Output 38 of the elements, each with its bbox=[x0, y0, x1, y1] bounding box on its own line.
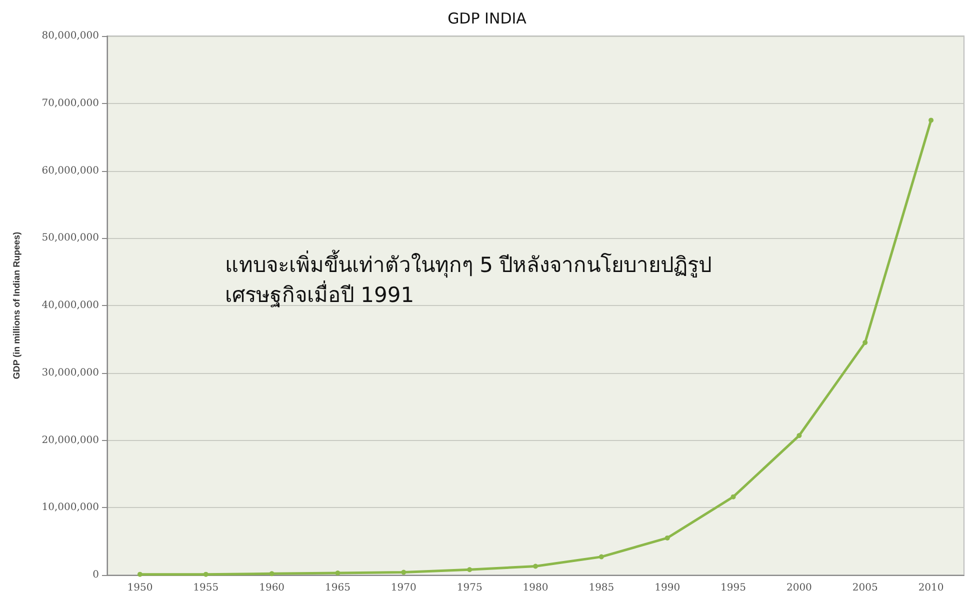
point bbox=[533, 564, 538, 569]
y-tick-label: 80,000,000 bbox=[42, 30, 99, 42]
x-tick-label: 1990 bbox=[654, 582, 680, 594]
x-tick-label: 1950 bbox=[127, 582, 153, 594]
x-tick-label: 1985 bbox=[588, 582, 614, 594]
annotation: แทบจะเพิ่มขึ้นเท่าตัวในทุกๆ 5 ปีหลังจากนโยบายปฏิรูป เศรษฐกิจเมื่อปี 1991 bbox=[225, 250, 712, 307]
point bbox=[598, 554, 604, 560]
point bbox=[401, 570, 406, 575]
y-tick-label: 50,000,000 bbox=[42, 232, 99, 244]
point bbox=[730, 494, 736, 500]
point bbox=[269, 571, 274, 576]
y-tick-label: 40,000,000 bbox=[42, 300, 99, 311]
x-tick-label: 1965 bbox=[325, 582, 350, 594]
x-tick-label: 1975 bbox=[456, 582, 482, 594]
point bbox=[467, 567, 472, 572]
y-tick-label: 60,000,000 bbox=[42, 165, 99, 176]
x-tick-label: 2000 bbox=[786, 582, 812, 594]
point bbox=[203, 572, 208, 577]
x-tick-label: 1980 bbox=[522, 582, 548, 594]
x-tick-label: 2005 bbox=[852, 582, 878, 594]
y-tick-label: 20,000,000 bbox=[42, 434, 99, 446]
y-tick-label: 30,000,000 bbox=[42, 367, 99, 378]
chart-title: GDP INDIA bbox=[448, 10, 528, 28]
x-tick-label: 2010 bbox=[918, 582, 944, 594]
point bbox=[862, 340, 868, 346]
point bbox=[928, 118, 934, 123]
point bbox=[137, 572, 142, 577]
y-tick-label: 0 bbox=[92, 570, 99, 580]
point bbox=[664, 535, 670, 540]
point bbox=[335, 570, 340, 576]
y-tick-label: 70,000,000 bbox=[42, 98, 99, 109]
y-axis-title: GDP (in millions of Indian Rupees) bbox=[12, 232, 22, 380]
y-tick-label: 10,000,000 bbox=[42, 502, 99, 514]
point bbox=[796, 433, 802, 438]
x-tick-label: 1955 bbox=[193, 582, 219, 594]
x-tick-label: 1970 bbox=[390, 582, 416, 594]
x-tick-label: 1995 bbox=[720, 582, 746, 594]
x-tick-label: 1960 bbox=[259, 582, 285, 594]
